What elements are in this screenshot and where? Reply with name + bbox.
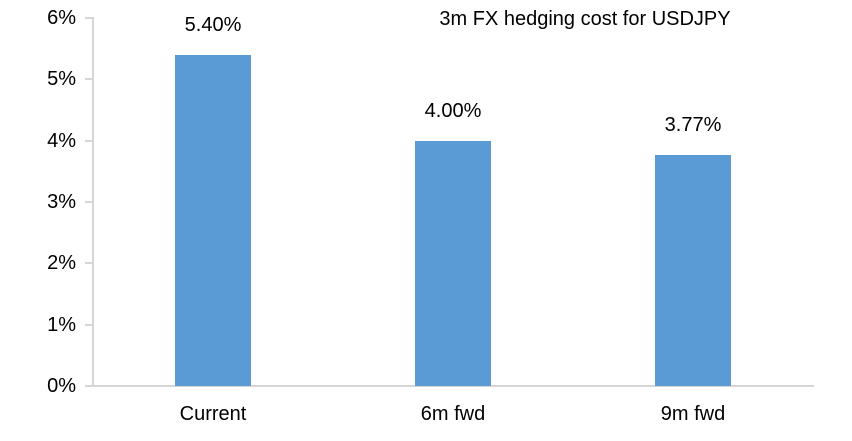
- y-axis-tick-label: 5%: [47, 68, 76, 91]
- bar-current: [175, 54, 251, 386]
- bar-value-label: 3.77%: [664, 113, 722, 136]
- chart-title: 3m FX hedging cost for USDJPY: [439, 8, 731, 30]
- x-axis-line: [92, 385, 814, 387]
- x-axis-category-label: 9m fwd: [660, 403, 726, 425]
- y-axis-tick-label: 0%: [47, 375, 76, 397]
- y-axis-tick: [85, 78, 92, 81]
- y-axis-tick-label: 2%: [47, 252, 76, 275]
- bar-value-label: 5.40%: [184, 13, 242, 36]
- y-axis-tick-label: 4%: [47, 129, 76, 152]
- y-axis-line: [92, 17, 94, 387]
- bar-9m-fwd: [655, 154, 731, 386]
- bar-6m-fwd: [415, 140, 491, 386]
- y-axis-tick: [85, 201, 92, 203]
- y-axis-tick: [85, 17, 92, 19]
- y-axis-tick-label: 1%: [47, 313, 76, 336]
- x-axis-category-label: 6m fwd: [420, 403, 486, 425]
- y-axis-tick-label: 3%: [47, 191, 76, 213]
- y-axis-tick: [85, 385, 92, 387]
- y-axis-tick: [85, 139, 92, 142]
- x-axis-category-label: Current: [179, 403, 247, 425]
- y-axis-tick: [85, 323, 92, 326]
- bar-value-label: 4.00%: [424, 99, 482, 122]
- y-axis-tick-label: 6%: [47, 7, 76, 29]
- y-axis-tick: [85, 262, 92, 265]
